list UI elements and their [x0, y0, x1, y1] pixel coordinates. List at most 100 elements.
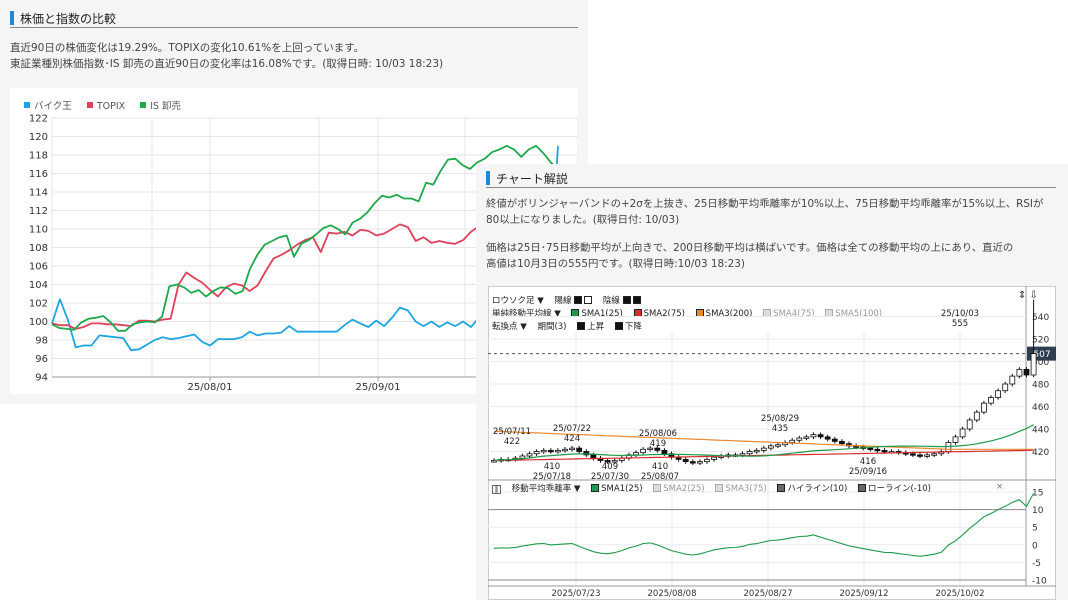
annotation-value: 422	[504, 437, 520, 447]
candle-body	[547, 449, 554, 453]
high-line-toggle[interactable]: ハイライン(10)	[777, 484, 847, 494]
commentary-line: 終値がボリンジャーバンドの+2σを上抜き、25日移動平均乖離率が10%以上、75…	[486, 198, 1044, 210]
legend-item-is-wholesale[interactable]: IS 卸売	[140, 101, 181, 112]
candle-body	[775, 444, 781, 447]
candle-body	[803, 436, 810, 439]
x-tick-label: 2025/08/08	[648, 589, 697, 599]
annotation-date: 25/07/11	[493, 427, 531, 437]
candle-body	[824, 436, 831, 440]
annotation-value: 435	[772, 424, 788, 434]
commentary-paragraph-1: 終値がボリンジャーバンドの+2σを上抜き、25日移動平均乖離率が10%以上、75…	[486, 196, 1043, 228]
commentary-line: 価格は25日･75日移動平均が上向きで、200日移動平均は横ばいです。価格は全て…	[486, 242, 1014, 254]
candle-type-dropdown[interactable]: ロウソク足 ▼	[492, 296, 544, 306]
period-setting[interactable]: 期間(3)	[537, 322, 567, 332]
chart-legend: バイク王 TOPIX IS 卸売	[24, 98, 193, 112]
candle-body	[704, 458, 710, 463]
dev-sma1-toggle[interactable]: SMA1(25)	[591, 484, 643, 494]
y-tick-label: 98	[35, 336, 48, 347]
y-tick-label: 94	[35, 373, 48, 384]
annotation-value: 416	[860, 457, 876, 467]
deviation-dropdown[interactable]: 移動平均乖離率 ▼	[511, 484, 581, 494]
candle-body	[1016, 368, 1023, 377]
candle-body	[696, 461, 703, 464]
sma-controls-row: 単純移動平均線 ▼ SMA1(25) SMA2(75) SMA3(200) SM…	[492, 307, 890, 319]
y-tick-label: 102	[29, 299, 48, 310]
dev-sma1-swatch-icon	[591, 484, 600, 492]
annotation-date: 25/10/03	[941, 309, 979, 319]
candle-body	[959, 428, 966, 438]
rise-swatch-icon	[577, 322, 586, 330]
candle-body	[767, 445, 774, 449]
candle-body	[583, 451, 590, 456]
price-tick-label: 480	[1032, 381, 1049, 391]
candle-body	[753, 449, 760, 453]
y-tick-label: 106	[29, 262, 48, 273]
rise-toggle[interactable]: 上昇	[577, 322, 604, 332]
annotation-date: 25/08/29	[761, 414, 799, 424]
candle-body	[1030, 353, 1037, 376]
last-price-label: 507	[1033, 350, 1050, 360]
candle-body	[817, 434, 824, 438]
annotation-value: 419	[650, 439, 666, 449]
dev-sma3-toggle[interactable]: SMA3(75)	[715, 484, 767, 494]
candle-body	[746, 451, 753, 455]
sma25-line	[493, 424, 1034, 462]
candle-body	[682, 458, 689, 463]
deviation-panel-handle-icon[interactable]: ‖	[492, 485, 501, 494]
candle-body	[576, 447, 583, 452]
legend-item-topix[interactable]: TOPIX	[86, 101, 125, 112]
candle-body	[555, 449, 561, 453]
chart-zoom-icons[interactable]: ⇕ ⇩	[1018, 290, 1038, 301]
candle-body	[838, 440, 845, 445]
section-title: チャート解説	[486, 170, 1056, 188]
close-deviation-icon[interactable]: ×	[996, 482, 1004, 492]
annotation-date: 25/07/22	[553, 424, 591, 434]
commentary-line: 高値は10月3日の555円です。(取得日時:10/03 18:23)	[486, 258, 745, 270]
candle-body	[796, 437, 803, 441]
candle-body	[881, 449, 888, 453]
legend-item-bikeo[interactable]: バイク王	[24, 101, 72, 112]
candle-body	[1002, 383, 1009, 392]
candle-body	[540, 449, 547, 453]
turning-point-controls-row: 転換点 ▼ 期間(3) 上昇 下降	[492, 320, 650, 332]
candle-body	[689, 461, 696, 464]
dev-sma2-swatch-icon	[653, 484, 662, 492]
up-candle-color-swatch[interactable]	[574, 296, 583, 304]
dev-sma2-toggle[interactable]: SMA2(25)	[653, 484, 705, 494]
candle-body	[867, 447, 874, 451]
up-candle-fill-swatch[interactable]	[584, 296, 593, 304]
deviation-tick-label: 10	[1032, 506, 1044, 516]
description-line-2: 東証業種別株価指数･IS 卸売の直近90日の変化率は16.08%です。(取得日時…	[10, 58, 444, 70]
annotation-date: 25/07/30	[591, 472, 629, 482]
commentary-paragraph-2: 価格は25日･75日移動平均が上向きで、200日移動平均は横ばいです。価格は全て…	[486, 240, 1013, 272]
fall-toggle[interactable]: 下降	[614, 322, 642, 332]
down-candle-fill-swatch[interactable]	[632, 296, 641, 304]
chart-commentary-panel: チャート解説 終値がボリンジャーバンドの+2σを上抜き、25日移動平均乖離率が1…	[476, 164, 1068, 600]
candle-body	[661, 449, 668, 455]
x-tick-label: 25/09/01	[356, 382, 401, 393]
candle-body	[640, 448, 647, 454]
candle-body	[789, 439, 796, 443]
y-tick-label: 120	[29, 132, 48, 143]
up-candle-label: 陽線	[554, 296, 572, 306]
candle-body	[973, 411, 980, 421]
candle-body	[931, 453, 938, 456]
y-tick-label: 104	[29, 280, 48, 291]
legend-swatch-icon	[140, 102, 147, 108]
series-line-バイク王	[51, 145, 559, 352]
deviation-tick-label: 15	[1032, 489, 1043, 499]
comparison-line-chart: 94 96 98 100 102 104 106 108 110 112 114 116 118 120 1…	[29, 114, 578, 393]
turning-point-dropdown[interactable]: 転換点 ▼	[492, 322, 527, 332]
annotation-value: 409	[602, 462, 618, 472]
y-tick-label: 100	[29, 317, 48, 328]
annotation-value: 555	[952, 319, 968, 329]
section-title-text: 株価と指数の比較	[20, 12, 117, 26]
sma-dropdown[interactable]: 単純移動平均線 ▼	[492, 309, 561, 319]
down-candle-color-swatch[interactable]	[622, 296, 631, 304]
deviation-tick-label: 5	[1032, 524, 1038, 534]
y-tick-label: 96	[35, 354, 48, 365]
low-line-toggle[interactable]: ローライン(-10)	[857, 484, 931, 494]
candle-body	[1009, 375, 1016, 385]
candle-body	[988, 397, 994, 404]
